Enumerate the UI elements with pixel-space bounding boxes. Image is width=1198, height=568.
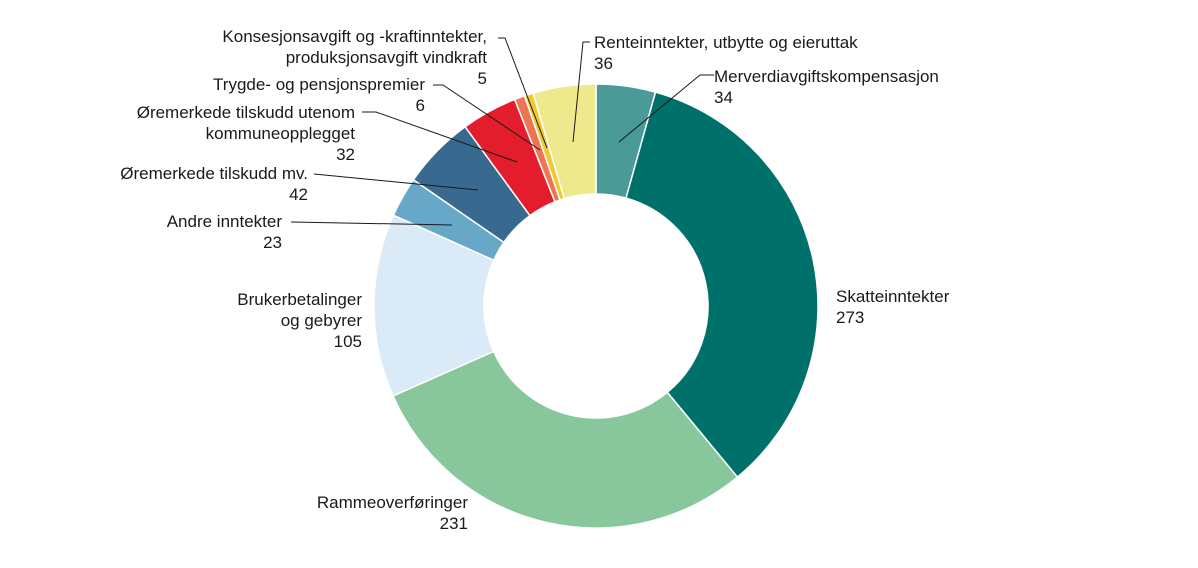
slice-label: Merverdiavgiftskompensasjon 34	[714, 67, 939, 107]
leader-line	[362, 111, 518, 163]
slice-label: Trygde- og pensjonspremier 6	[213, 75, 425, 115]
slice-label-line: Trygde- og pensjonspremier	[213, 75, 425, 94]
slice-label-line: Andre inntekter	[167, 212, 283, 231]
leader-line	[433, 84, 541, 151]
slice-label-line: Rammeoverføringer	[317, 493, 468, 512]
slice-renteinntekter-utbytte-og-eieruttak	[532, 83, 597, 200]
slice-value: 231	[440, 514, 468, 533]
slice-label-line: produksjonsavgift vindkraft	[286, 48, 488, 67]
slice-value: 36	[594, 54, 613, 73]
slice-label: Konsesjonsavgift og -kraftinntekter, prod…	[222, 27, 487, 88]
slice-value: 42	[289, 185, 308, 204]
leader-lines	[290, 37, 714, 226]
slice-label: Renteinntekter, utbytte og eieruttak 36	[594, 33, 858, 73]
slice-label: Brukerbetalinger og gebyrer 105	[237, 290, 362, 351]
slice-label: Andre inntekter 23	[167, 212, 283, 252]
slice-value: 105	[334, 332, 362, 351]
slice-rammeoverføringer	[392, 350, 739, 529]
leader-line	[618, 74, 714, 143]
slice-value: 273	[836, 308, 864, 327]
slice-label-line: Brukerbetalinger	[237, 290, 362, 309]
slice-label-line: Øremerkede tilskudd mv.	[120, 164, 308, 183]
leader-line	[572, 41, 590, 143]
slice-label-line: Konsesjonsavgift og -kraftinntekter,	[222, 27, 487, 46]
slice-skatteinntekter	[625, 91, 819, 479]
slice-value: 34	[714, 88, 733, 107]
donut-slices	[373, 83, 819, 529]
slice-label: Skatteinntekter 273	[836, 287, 950, 327]
slice-label-line: og gebyrer	[281, 311, 363, 330]
slice-label-line: Merverdiavgiftskompensasjon	[714, 67, 939, 86]
slice-value: 32	[336, 145, 355, 164]
slice-label: Øremerkede tilskudd mv. 42	[120, 164, 308, 204]
slice-value: 23	[263, 233, 282, 252]
slice-label: Øremerkede tilskudd utenom kommuneopplegg…	[137, 103, 356, 164]
leader-line	[498, 37, 548, 149]
slice-label-line: Øremerkede tilskudd utenom	[137, 103, 355, 122]
slice-label-line: Skatteinntekter	[836, 287, 950, 306]
leader-line	[313, 173, 479, 191]
leader-line	[290, 221, 453, 226]
slice-label: Rammeoverføringer 231	[317, 493, 468, 533]
slice-value: 5	[478, 69, 487, 88]
slice-labels: Merverdiavgiftskompensasjon 34 Skatteinnte…	[120, 27, 949, 533]
slice-label-line: Renteinntekter, utbytte og eieruttak	[594, 33, 858, 52]
slice-label-line: kommuneopplegget	[206, 124, 356, 143]
slice-value: 6	[416, 96, 425, 115]
